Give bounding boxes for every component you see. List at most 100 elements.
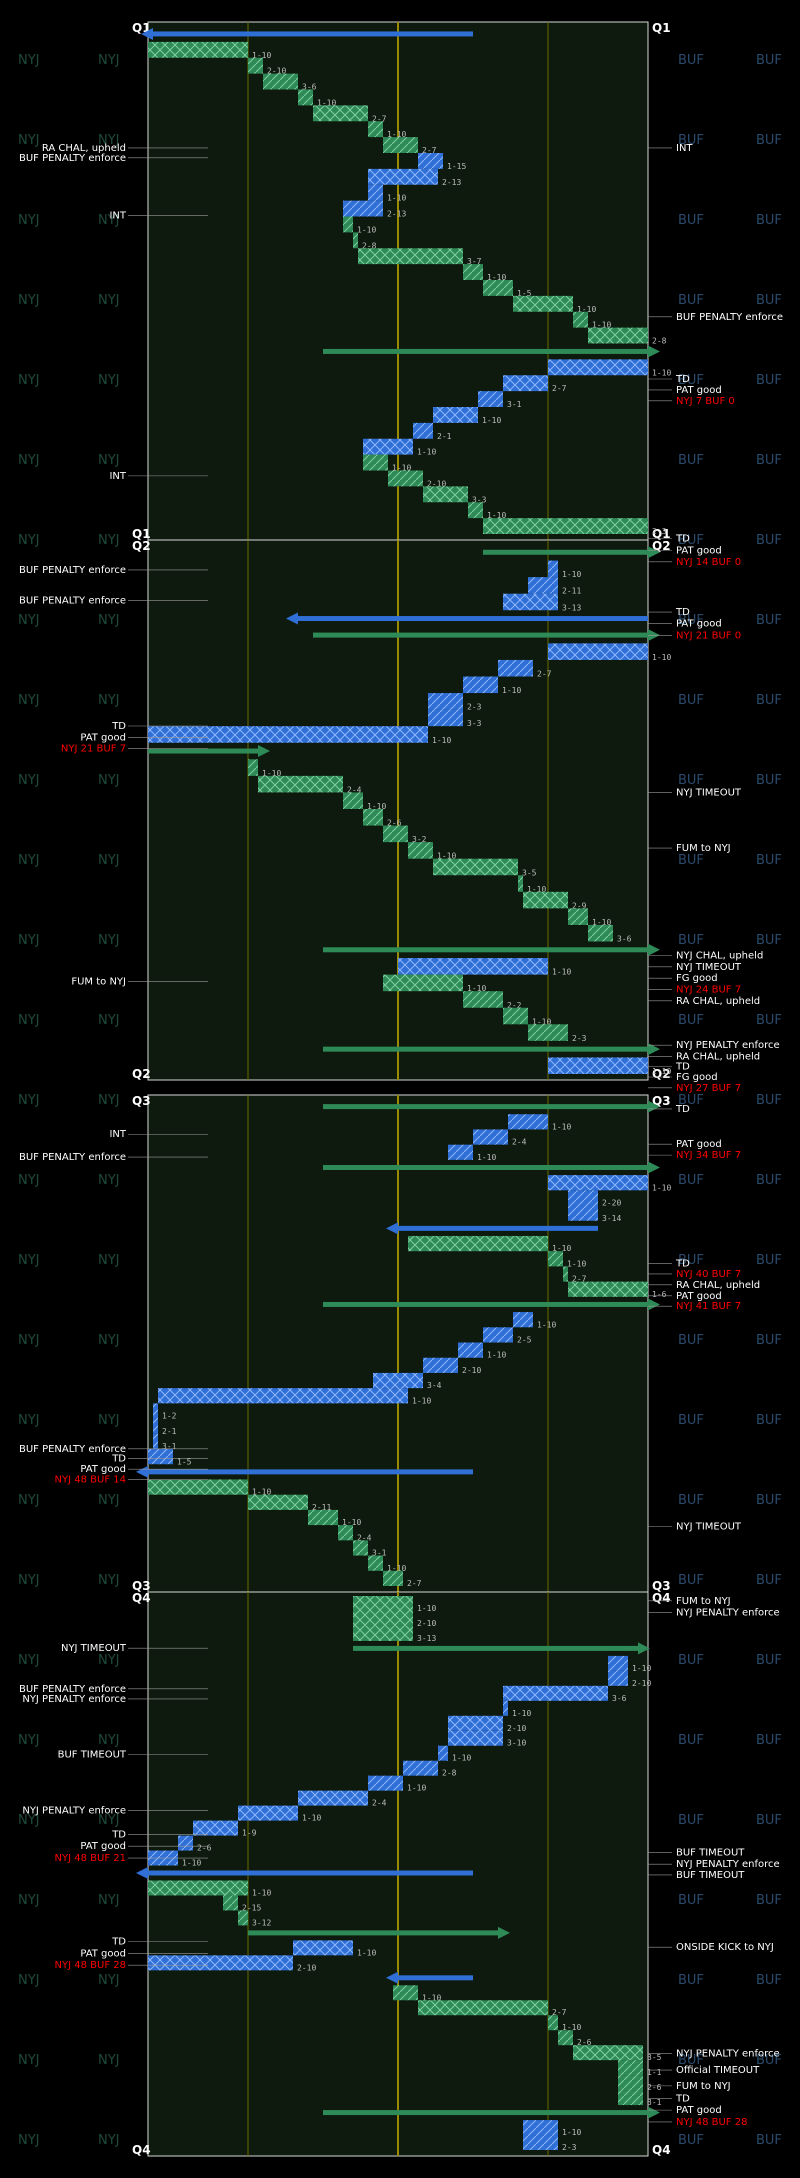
team-watermark: BUF <box>678 133 704 148</box>
play-bar <box>548 1251 563 1267</box>
down-distance-label: 1-10 <box>432 736 451 745</box>
event-label: PAT good <box>676 546 722 557</box>
team-watermark: BUF <box>678 453 704 468</box>
team-watermark: NYJ <box>98 693 120 708</box>
event-label: NYJ 14 BUF 0 <box>676 557 741 568</box>
down-distance-label: 1-10 <box>302 1814 321 1823</box>
down-distance-label: 2-6 <box>387 819 402 828</box>
team-watermark: BUF <box>678 613 704 628</box>
event-label: NYJ 21 BUF 7 <box>61 744 126 755</box>
team-watermark: NYJ <box>18 693 40 708</box>
play-bar <box>148 1479 248 1495</box>
team-watermark: BUF <box>678 1013 704 1028</box>
play-bar <box>363 809 383 826</box>
down-distance-label: 2-13 <box>387 210 406 219</box>
play-bar <box>153 1403 158 1419</box>
quarter-label: Q2 <box>652 539 671 553</box>
team-watermark: NYJ <box>98 773 120 788</box>
down-distance-label: 2-13 <box>442 178 461 187</box>
play-bar <box>448 1715 503 1731</box>
team-watermark: NYJ <box>18 1573 40 1588</box>
team-watermark: BUF <box>756 133 782 148</box>
team-watermark: BUF <box>678 1093 704 1108</box>
play-bar <box>343 216 353 233</box>
play-bar <box>428 693 463 710</box>
play-bar <box>353 1540 368 1556</box>
play-bar <box>568 908 588 925</box>
down-distance-label: 1-5 <box>177 1457 192 1466</box>
play-bar <box>153 1418 158 1434</box>
event-label: RA CHAL, upheld <box>42 143 126 154</box>
team-watermark: BUF <box>756 853 782 868</box>
event-label: Official TIMEOUT <box>676 2065 760 2076</box>
event-label: NYJ 48 BUF 21 <box>55 1853 126 1864</box>
play-bar <box>448 1730 503 1746</box>
play-bar <box>353 1625 413 1641</box>
down-distance-label: 3-12 <box>252 1918 271 1927</box>
down-distance-label: 1-10 <box>342 1518 361 1527</box>
down-distance-label: 3-2 <box>412 835 427 844</box>
down-distance-label: 2-10 <box>632 1679 651 1688</box>
play-bar <box>503 1700 508 1716</box>
team-watermark: BUF <box>756 293 782 308</box>
down-distance-label: 2-11 <box>562 587 581 596</box>
play-bar <box>548 1175 648 1191</box>
down-distance-label: 2-7 <box>552 2008 567 2017</box>
play-bar <box>298 89 313 106</box>
team-watermark: NYJ <box>98 1413 120 1428</box>
down-distance-label: 2-10 <box>427 479 446 488</box>
kick-arrow <box>648 1298 660 1311</box>
play-bar <box>393 1985 418 2001</box>
team-watermark: NYJ <box>98 1253 120 1268</box>
team-watermark: NYJ <box>18 1013 40 1028</box>
down-distance-label: 2-8 <box>442 1769 457 1778</box>
play-bar <box>418 2000 548 2016</box>
quarter-label: Q4 <box>652 2143 671 2157</box>
play-bar <box>448 1144 473 1160</box>
event-label: BUF PENALTY enforce <box>19 153 126 164</box>
down-distance-label: 1-10 <box>387 1564 406 1573</box>
play-bar <box>433 858 518 876</box>
down-distance-label: 1-10 <box>422 1993 441 2002</box>
play-bar <box>558 2030 573 2046</box>
play-bar <box>523 2135 558 2150</box>
kick-arrow <box>258 745 270 758</box>
play-bar <box>618 2060 643 2076</box>
team-watermark: BUF <box>756 933 782 948</box>
team-watermark: NYJ <box>98 1493 120 1508</box>
play-bar <box>523 891 568 909</box>
down-distance-label: 1-10 <box>562 2023 581 2032</box>
team-watermark: BUF <box>678 1413 704 1428</box>
team-watermark: BUF <box>756 693 782 708</box>
team-watermark: NYJ <box>18 613 40 628</box>
team-watermark: NYJ <box>18 1493 40 1508</box>
play-bar <box>463 676 498 694</box>
event-label: RA CHAL, upheld <box>676 996 760 1007</box>
down-distance-label: 2-4 <box>512 1138 527 1147</box>
kick-bar <box>398 1225 598 1231</box>
down-distance-label: 3-5 <box>522 868 537 877</box>
down-distance-label: 2-1 <box>162 1427 177 1436</box>
team-watermark: NYJ <box>98 613 120 628</box>
play-bar <box>308 1509 338 1526</box>
team-watermark: BUF <box>678 1493 704 1508</box>
kick-bar <box>323 1301 648 1307</box>
play-bar <box>563 1266 568 1282</box>
play-bar <box>398 958 548 975</box>
event-label: BUF PENALTY enforce <box>19 1684 126 1695</box>
play-bar <box>388 470 423 487</box>
down-distance-label: 1-10 <box>487 273 506 282</box>
event-label: TD <box>111 1829 126 1840</box>
play-bar <box>513 1312 533 1328</box>
team-watermark: NYJ <box>18 293 40 308</box>
play-bar <box>568 1281 648 1297</box>
down-distance-label: 1-10 <box>412 1396 431 1405</box>
team-watermark: BUF <box>756 1573 782 1588</box>
play-bar <box>368 1555 383 1571</box>
play-bar <box>618 2075 643 2091</box>
team-watermark: NYJ <box>18 133 40 148</box>
down-distance-label: 1-10 <box>417 1604 436 1613</box>
down-distance-label: 1-10 <box>417 448 436 457</box>
kick-arrow <box>648 1043 660 1056</box>
kick-arrow <box>136 1867 148 1879</box>
